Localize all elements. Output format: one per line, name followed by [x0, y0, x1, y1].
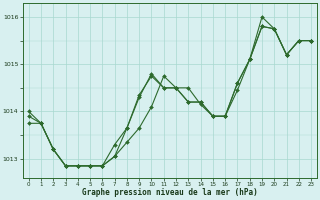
X-axis label: Graphe pression niveau de la mer (hPa): Graphe pression niveau de la mer (hPa) — [82, 188, 258, 197]
